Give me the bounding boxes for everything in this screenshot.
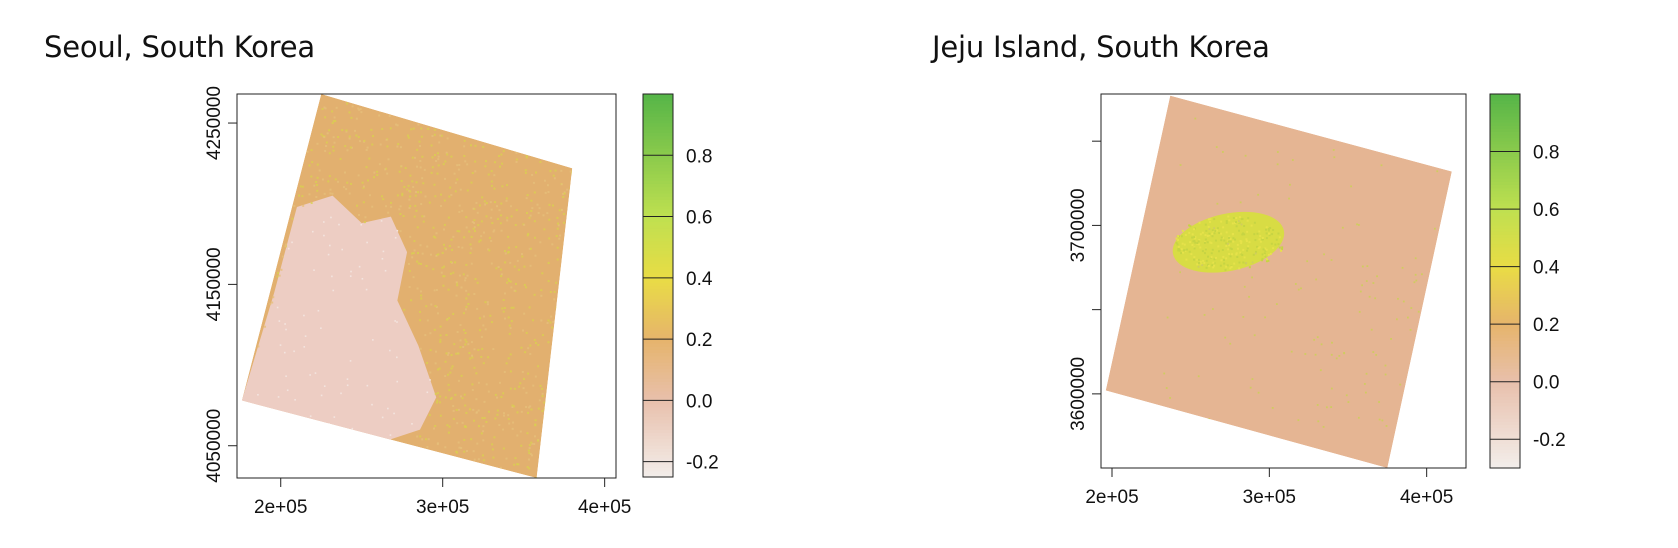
- sea-area: [1105, 95, 1452, 468]
- y-tick-label: 4150000: [204, 247, 225, 321]
- x-tick-label: 3e+05: [1243, 487, 1296, 508]
- y-tick-label: 3700000: [1068, 188, 1089, 262]
- raster-image: [1105, 95, 1452, 468]
- colorbar: -0.2 0.0 0.2 0.4 0.6 0.8: [642, 93, 719, 478]
- jeju-panel: 2e+05 3e+05 4e+05 3600000 3700000 -0.2 0.0 0.2 0…: [1068, 93, 1566, 508]
- colorbar-tick-label: 0.6: [686, 208, 712, 229]
- colorbar-tick-label: -0.2: [686, 453, 719, 474]
- colorbar-tick-label: 0.0: [1533, 373, 1559, 394]
- y-tick-label: 4250000: [204, 86, 225, 160]
- seoul-panel: 2e+05 3e+05 4e+05 4050000 4150000 4250000 -0.2…: [204, 86, 719, 518]
- colorbar-tick-label: 0.4: [686, 269, 713, 290]
- colorbar: -0.2 0.0 0.2 0.4 0.6 0.8: [1489, 93, 1566, 469]
- plot-frame: [236, 93, 617, 479]
- colorbar-tick-label: 0.2: [686, 330, 712, 351]
- colorbar-tick-label: 0.0: [686, 391, 712, 412]
- colorbar-tick-label: 0.4: [1533, 258, 1560, 279]
- chart-title-seoul: Seoul, South Korea: [44, 30, 315, 64]
- colorbar-tick-label: 0.2: [1533, 315, 1559, 336]
- colorbar-frame: [1489, 93, 1521, 469]
- water-area: [241, 195, 437, 446]
- colorbar-tick-label: 0.8: [1533, 143, 1559, 164]
- x-tick-label: 2e+05: [254, 497, 307, 518]
- x-tick-label: 3e+05: [416, 497, 469, 518]
- chart-title-jeju: Jeju Island, South Korea: [932, 30, 1270, 64]
- x-tick-label: 4e+05: [578, 497, 631, 518]
- colorbar-tick-label: 0.8: [686, 146, 712, 167]
- colorbar-tick-label: -0.2: [1533, 430, 1566, 451]
- colorbar-tick-label: 0.6: [1533, 200, 1559, 221]
- colorbar-frame: [642, 93, 674, 478]
- y-tick-label: 3600000: [1068, 357, 1089, 431]
- raster-image: [241, 94, 573, 478]
- plot-frame: [1100, 93, 1467, 469]
- x-tick-label: 4e+05: [1400, 487, 1453, 508]
- x-tick-label: 2e+05: [1085, 487, 1138, 508]
- y-tick-label: 4050000: [204, 409, 225, 483]
